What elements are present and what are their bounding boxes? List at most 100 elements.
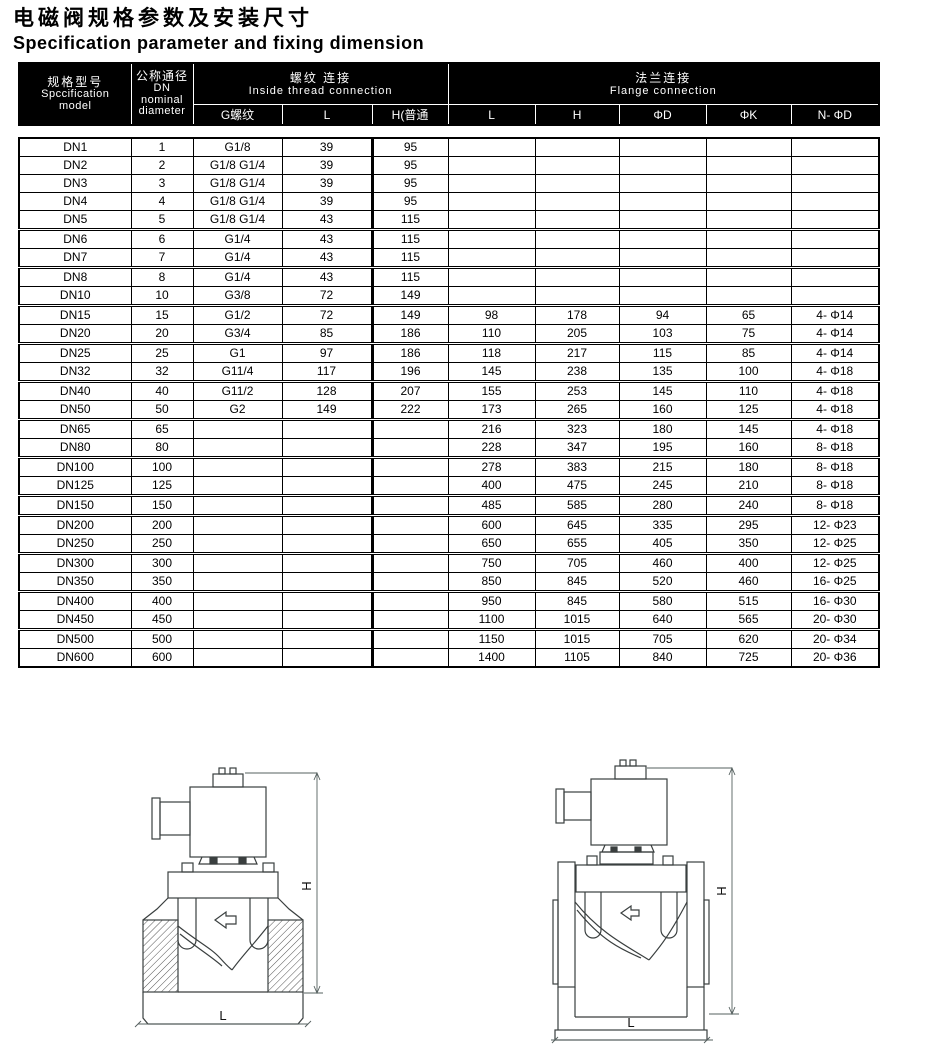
cell-flange-h: 265 [534, 400, 620, 420]
cell-n-phi-d: 20- Φ34 [790, 628, 880, 649]
cell-phi-d [618, 137, 707, 157]
cell-n-phi-d: 12- Φ25 [790, 552, 880, 573]
cell-flange-l: 145 [447, 362, 536, 382]
cell-model: DN200 [18, 514, 132, 535]
cell-dn: 2 [130, 156, 194, 175]
cell-phi-k [705, 210, 792, 230]
cell-flange-h: 323 [534, 418, 620, 439]
table-row: DN65 65 216 323 180 145 4- Φ18 [18, 418, 880, 439]
cell-thread-h [371, 552, 449, 573]
cell-g-thread: G1/2 [192, 304, 283, 325]
cell-flange-l [447, 210, 536, 230]
cell-phi-k: 210 [705, 476, 792, 496]
cell-g-thread: G2 [192, 400, 283, 420]
cell-model: DN300 [18, 552, 132, 573]
table-row: DN40 40 G11/2 128 207 155 253 145 110 4- Φ18 [18, 380, 880, 401]
cell-phi-d: 580 [618, 590, 707, 611]
cell-phi-k: 515 [705, 590, 792, 611]
spec-table-header: 规格型号 Spccification model 公称通径 DN nominal… [18, 62, 881, 126]
cell-flange-l [447, 156, 536, 175]
cell-phi-k: 350 [705, 534, 792, 554]
cell-phi-k [705, 156, 792, 175]
cell-phi-k: 125 [705, 400, 792, 420]
coil-foot-nub [209, 857, 218, 865]
cell-thread-h [371, 572, 449, 592]
cell-flange-l: 278 [447, 456, 536, 477]
cell-phi-d: 145 [618, 380, 707, 401]
cell-flange-h: 655 [534, 534, 620, 554]
cell-g-thread: G11/4 [192, 362, 283, 382]
cell-g-thread: G1/4 [192, 266, 283, 287]
coil-screw [619, 759, 627, 767]
cell-model: DN32 [18, 362, 132, 382]
cell-flange-l: 600 [447, 514, 536, 535]
cell-flange-h: 205 [534, 324, 620, 344]
cell-g-thread: G1/4 [192, 228, 283, 249]
table-row: DN20 20 G3/4 85 186 110 205 103 75 4- Φ14 [18, 324, 880, 344]
cell-thread-h [371, 514, 449, 535]
flange-left-rim [552, 899, 559, 985]
cell-model: DN125 [18, 476, 132, 496]
threaded-port-right [267, 919, 304, 993]
cell-g-thread [192, 418, 283, 439]
cell-flange-h: 1015 [534, 628, 620, 649]
cell-n-phi-d: 20- Φ36 [790, 648, 880, 668]
cell-phi-k: 180 [705, 456, 792, 477]
coil-screw [229, 767, 237, 775]
table-row: DN600 600 1400 1105 840 725 20- Φ36 [18, 648, 880, 668]
threaded-port-left [142, 919, 179, 993]
header-col-flange-h: H [534, 104, 620, 126]
cell-dn: 4 [130, 192, 194, 211]
cell-phi-k [705, 286, 792, 306]
cell-model: DN50 [18, 400, 132, 420]
header-col-thread-l: L [281, 104, 373, 126]
cell-flange-h: 1015 [534, 610, 620, 630]
table-row: DN15 15 G1/2 72 149 98 178 94 65 4- Φ14 [18, 304, 880, 325]
solenoid-coil [590, 778, 668, 846]
cell-thread-h: 149 [371, 304, 449, 325]
bonnet-bolt [662, 855, 674, 866]
table-row: DN5 5 G1/8 G1/4 43 115 [18, 210, 880, 230]
cell-g-thread [192, 456, 283, 477]
flange-right [686, 861, 705, 988]
cell-flange-h [534, 266, 620, 287]
cell-model: DN350 [18, 572, 132, 592]
cell-flange-h: 347 [534, 438, 620, 458]
h-dimension-lines [245, 771, 323, 995]
cell-n-phi-d: 12- Φ25 [790, 534, 880, 554]
cell-thread-h [371, 494, 449, 516]
cell-dn: 350 [130, 572, 194, 592]
table-row: DN350 350 850 845 520 460 16- Φ25 [18, 572, 880, 592]
cell-flange-h: 178 [534, 304, 620, 325]
cell-phi-d [618, 156, 707, 175]
cell-phi-k [705, 266, 792, 287]
table-row: DN8 8 G1/4 43 115 [18, 266, 880, 287]
cell-thread-l: 72 [281, 286, 374, 306]
header-model: 规格型号 Spccification model [18, 62, 132, 126]
table-row: DN2 2 G1/8 G1/4 39 95 [18, 156, 880, 175]
cell-n-phi-d [790, 156, 880, 175]
flange-left [557, 861, 576, 988]
cell-flange-h: 238 [534, 362, 620, 382]
cell-g-thread: G1/8 G1/4 [192, 192, 283, 211]
valve-base [554, 1029, 708, 1041]
cell-flange-h: 217 [534, 342, 620, 363]
table-row: DN3 3 G1/8 G1/4 39 95 [18, 174, 880, 193]
cell-dn: 6 [130, 228, 194, 249]
cell-phi-k [705, 228, 792, 249]
cell-thread-l [281, 572, 374, 592]
cell-thread-l [281, 476, 374, 496]
cell-dn: 200 [130, 514, 194, 535]
coil-foot-nub [634, 846, 642, 853]
cell-model: DN2 [18, 156, 132, 175]
cell-model: DN15 [18, 304, 132, 325]
body-curve [648, 901, 688, 961]
cell-flange-h [534, 228, 620, 249]
cell-thread-h [371, 438, 449, 458]
header-col-phi-d: ΦD [618, 104, 707, 126]
cable-connector [159, 801, 191, 836]
cell-model: DN25 [18, 342, 132, 363]
cell-n-phi-d [790, 137, 880, 157]
cell-phi-k: 725 [705, 648, 792, 668]
cell-model: DN400 [18, 590, 132, 611]
